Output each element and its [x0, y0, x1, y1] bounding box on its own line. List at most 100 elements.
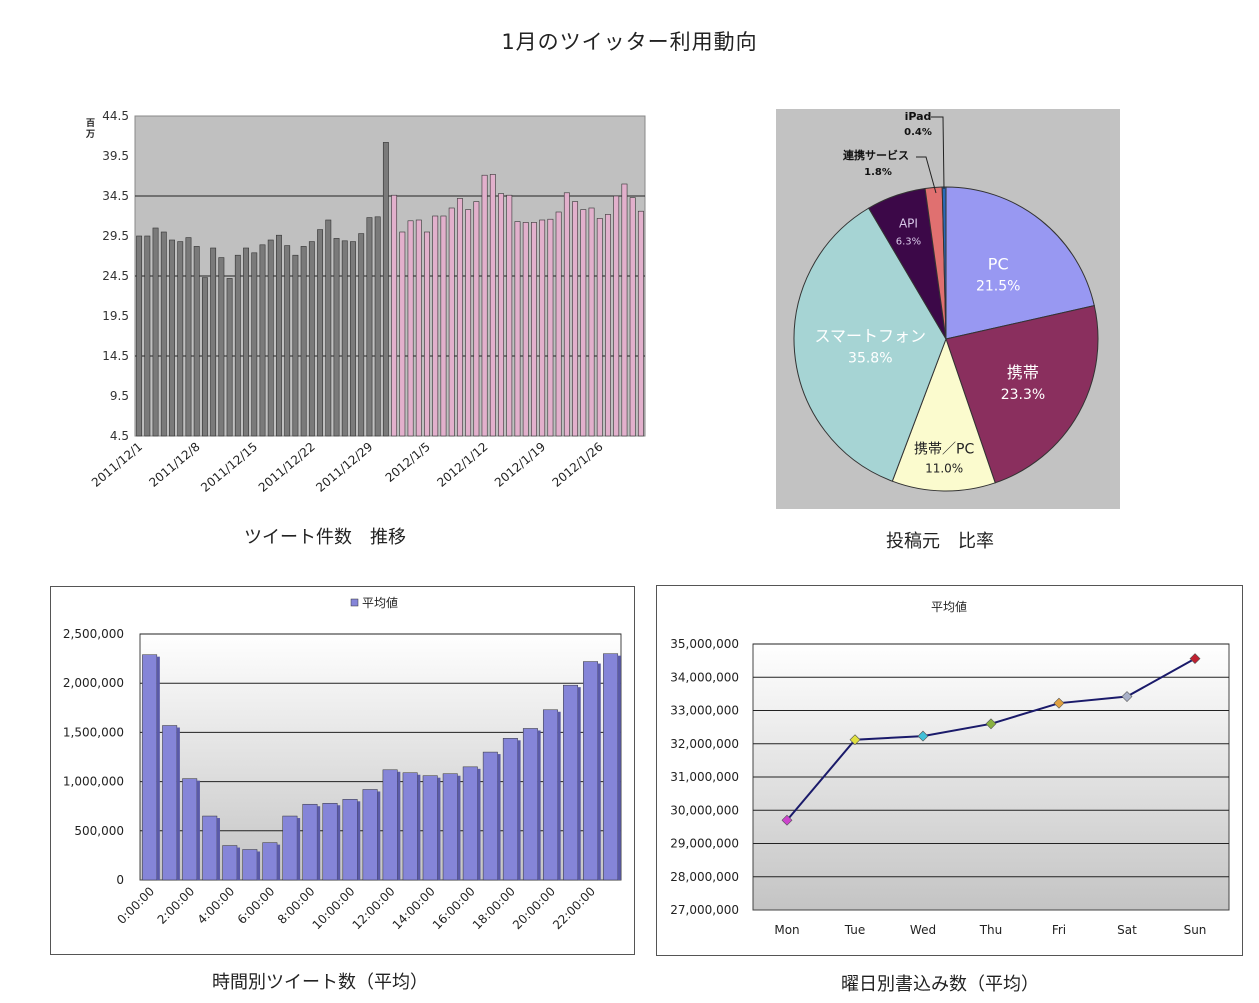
hourly-bar-side: [196, 780, 200, 880]
daily-bar: [358, 233, 365, 437]
daily-bar: [201, 277, 208, 437]
hourly-bar: [222, 845, 238, 881]
daily-bar: [456, 198, 463, 437]
source-pie-chart: PC 21.5% 携帯 23.3% 携帯／PC 11.0% スマートフォン 35.8% API 6…: [776, 109, 1120, 509]
daily-bar: [136, 235, 143, 437]
daily-bar: [160, 231, 167, 437]
daily-bar: [432, 215, 439, 437]
daily-tweets-chart: 4.5 9.5 14.5 19.5 24.5 29.5 34.5 39.5 44.5 百万 2011…: [85, 109, 646, 495]
daily-bar: [531, 222, 537, 437]
daily-bar: [300, 246, 307, 437]
pie-slice-label: スマートフォン: [815, 327, 927, 346]
weekday-chart-title: 平均値: [931, 599, 967, 614]
hourly-bar-side: [277, 844, 281, 880]
daily-x-tick: 2011/12/15: [198, 440, 260, 495]
hourly-bar-side: [557, 711, 561, 880]
pie-slice-percent: 23.3%: [1001, 387, 1045, 403]
daily-y-tick: 29.5: [102, 229, 129, 243]
daily-unit-label: 万: [85, 129, 95, 140]
hourly-bar-side: [297, 818, 301, 880]
daily-y-tick: 34.5: [102, 189, 129, 203]
daily-bar: [563, 192, 570, 437]
hourly-bar-side: [337, 805, 341, 880]
hourly-x-tick: 22:00:00: [550, 884, 598, 932]
weekday-y-tick: 28,000,000: [670, 870, 739, 884]
weekday-y-tick: 35,000,000: [670, 637, 739, 651]
daily-bar: [144, 235, 151, 437]
hourly-bar-side: [357, 801, 361, 880]
daily-y-tick: 19.5: [102, 309, 129, 323]
daily-chart-caption: ツイート件数 推移: [244, 527, 406, 548]
hourly-bar: [382, 769, 398, 881]
hourly-bar-side: [417, 774, 421, 880]
daily-bar: [350, 241, 356, 437]
hourly-x-tick: 10:00:00: [310, 884, 358, 932]
daily-bar: [152, 227, 159, 437]
hourly-bar-side: [257, 851, 261, 880]
daily-bar: [251, 252, 258, 437]
hourly-x-tick: 18:00:00: [470, 884, 518, 932]
daily-bar: [415, 219, 422, 437]
daily-bar: [473, 201, 480, 437]
daily-bar: [588, 207, 595, 437]
hourly-bar-side: [537, 730, 541, 880]
hourly-bar: [563, 684, 578, 881]
daily-bar: [267, 239, 274, 437]
pie-slice: [891, 337, 996, 492]
daily-bar: [539, 219, 546, 437]
hourly-bar: [603, 653, 619, 881]
daily-bar: [440, 215, 447, 437]
daily-bar: [185, 237, 192, 437]
hourly-bar: [282, 815, 298, 881]
hourly-bar: [242, 849, 258, 881]
hourly-bar: [462, 766, 478, 881]
daily-x-tick: 2011/12/22: [256, 440, 318, 495]
weekday-y-tick: 27,000,000: [670, 903, 739, 917]
hourly-bar: [502, 738, 518, 881]
weekday-y-tick: 29,000,000: [670, 837, 739, 851]
daily-bar: [234, 254, 241, 437]
daily-x-tick: 2012/1/26: [550, 440, 606, 490]
hourly-y-tick: 2,500,000: [63, 627, 124, 641]
page-title: 1月のツイッター利用動向: [501, 30, 758, 54]
daily-bar: [637, 210, 644, 437]
daily-bar: [391, 194, 398, 437]
pie-callout-percent: 0.4%: [904, 127, 932, 138]
daily-unit-label: 百: [86, 118, 95, 129]
weekday-x-tick: Fri: [1052, 923, 1066, 937]
hourly-y-tick: 2,000,000: [63, 676, 124, 690]
daily-bar: [605, 214, 611, 437]
daily-bar: [629, 197, 636, 437]
hourly-bar: [362, 789, 378, 881]
hourly-bar-side: [377, 791, 381, 880]
pie-slice-label: 携帯／PC: [914, 442, 974, 458]
daily-bar: [374, 216, 381, 437]
daily-bar: [341, 240, 348, 437]
pie-callout-line: [931, 116, 945, 190]
weekday-x-tick: Wed: [910, 923, 936, 937]
daily-x-tick: 2012/1/19: [492, 440, 548, 490]
hourly-legend-label: 平均値: [362, 595, 398, 610]
pie-callout-line: [916, 156, 937, 194]
hourly-y-tick: 1,500,000: [63, 725, 124, 739]
weekday-y-tick: 34,000,000: [670, 670, 739, 684]
daily-bar: [489, 174, 496, 437]
hourly-bar: [142, 654, 158, 881]
daily-bar: [193, 246, 200, 437]
daily-bar: [547, 218, 554, 437]
daily-y-tick: 44.5: [102, 109, 129, 123]
daily-bar: [407, 220, 414, 437]
hourly-tweets-chart: 0 500,000 1,000,000 1,500,000 2,000,000 2,500…: [63, 595, 622, 932]
daily-bar: [276, 234, 282, 437]
weekday-y-tick: 33,000,000: [670, 704, 739, 718]
daily-bar: [210, 247, 217, 437]
daily-bar: [243, 247, 249, 437]
hourly-chart-caption: 時間別ツイート数（平均）: [212, 972, 428, 993]
hourly-x-tick: 2:00:00: [155, 884, 198, 927]
pie-callout-label: iPad: [905, 110, 932, 123]
weekday-x-tick: Sat: [1117, 923, 1137, 937]
weekday-point: [917, 730, 929, 742]
hourly-bar-side: [237, 847, 241, 880]
weekday-point: [849, 734, 861, 746]
pie-slice-label: PC: [988, 255, 1009, 274]
